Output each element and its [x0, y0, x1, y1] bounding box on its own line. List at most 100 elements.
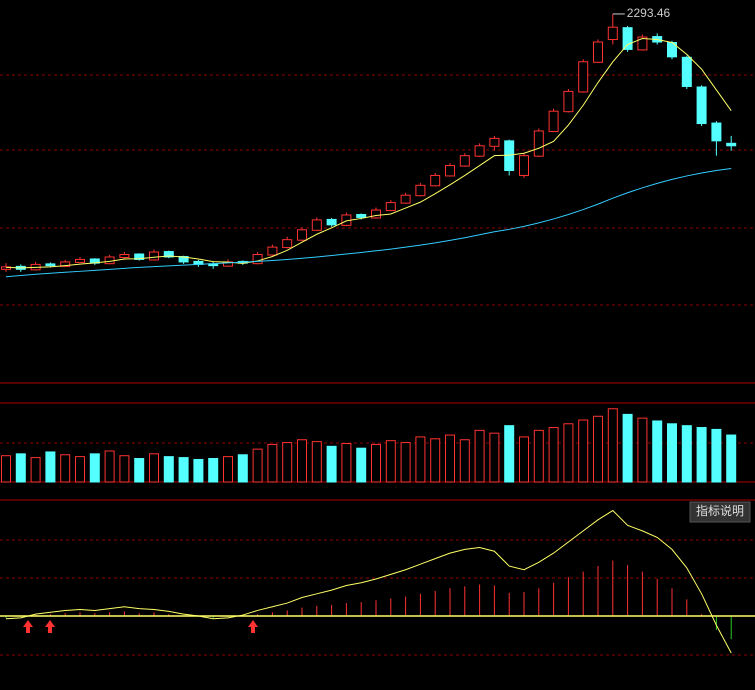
candle-body: [297, 229, 307, 241]
volume-bar: [371, 443, 381, 483]
candle-body: [637, 36, 648, 51]
grid: [0, 74, 755, 656]
volume-bar: [341, 443, 352, 483]
volume-bar: [252, 448, 263, 483]
volume-bar: [60, 454, 71, 483]
arrow: [45, 620, 55, 633]
volume-bar: [163, 456, 174, 483]
candle-body: [119, 254, 130, 258]
volume-bar: [726, 434, 737, 483]
candle-body: [282, 239, 293, 249]
arrow: [23, 620, 33, 633]
candle-body: [252, 254, 263, 265]
candle-body: [45, 263, 56, 267]
candle-body: [548, 110, 559, 132]
candle-body: [726, 142, 737, 147]
volume-bar: [119, 455, 130, 483]
candle-body: [1, 266, 11, 270]
candle-body: [459, 155, 470, 167]
ma-line: [5, 38, 732, 269]
volume-bar: [504, 425, 515, 483]
volume-bar: [652, 420, 663, 483]
candle-body: [60, 261, 71, 267]
candle-body: [593, 41, 603, 63]
volume-bar: [89, 453, 100, 483]
volume-bar: [533, 429, 544, 483]
candle-body: [578, 61, 589, 93]
candle-body: [134, 253, 145, 260]
candle-body: [711, 122, 722, 142]
volume-bar: [578, 419, 589, 483]
volume-bar: [385, 440, 396, 483]
volume-bar: [637, 417, 648, 483]
volume-bar: [519, 436, 529, 483]
volume-bar: [178, 457, 189, 483]
arrow: [248, 620, 258, 633]
volume-bar: [593, 415, 603, 483]
volume-bar: [15, 453, 26, 483]
candle-body: [371, 209, 381, 219]
volume-bar: [474, 429, 485, 483]
candle-body: [489, 137, 500, 147]
volume-bar: [563, 423, 574, 483]
candle-body: [267, 246, 278, 256]
volume-bar: [400, 442, 411, 483]
volume-bar: [223, 456, 233, 483]
candle-body: [149, 251, 159, 261]
candle-body: [607, 26, 618, 41]
indicator-button[interactable]: [689, 501, 751, 523]
candle-body: [445, 165, 455, 177]
volume-bar: [45, 451, 56, 483]
volume-bar: [208, 458, 219, 483]
candle-body: [326, 218, 337, 226]
volume-bar: [297, 439, 307, 483]
volume-bar: [326, 445, 337, 483]
volume-bar: [75, 456, 85, 483]
candle-body: [474, 145, 485, 157]
macd-dif-line: [5, 509, 732, 654]
volume-bar: [193, 458, 204, 483]
ma-line: [5, 168, 732, 278]
candle-body: [163, 251, 174, 258]
volume-bar: [430, 438, 441, 483]
volume-bar: [607, 408, 618, 483]
volume-bar: [667, 423, 677, 483]
volume-bar: [30, 457, 41, 483]
volume-bar: [681, 425, 692, 483]
volume-bar: [311, 441, 322, 483]
candle-body: [415, 184, 426, 197]
indicator-button-label[interactable]: 指标说明: [696, 503, 744, 518]
candle-body: [400, 194, 411, 204]
volume-bar: [445, 434, 455, 483]
volume-bar: [548, 427, 559, 483]
volume-bar: [711, 428, 722, 483]
volume-bar: [104, 450, 115, 483]
candle-body: [681, 56, 692, 87]
candle-body: [356, 213, 367, 218]
candle-body: [385, 202, 396, 212]
volume-bar: [237, 454, 248, 483]
volume-bar: [622, 413, 633, 483]
volume-bar: [149, 453, 159, 483]
volume-bar: [356, 447, 367, 483]
volume-bar: [459, 439, 470, 483]
volume-bar: [415, 436, 426, 483]
candle-body: [430, 174, 441, 187]
volume-bar: [1, 455, 11, 483]
candle-body: [533, 130, 544, 157]
candle-body: [75, 258, 85, 263]
high-label: 2293.46: [627, 6, 671, 20]
volume-bar: [489, 432, 500, 483]
volume-bar: [134, 458, 145, 483]
marks: 2293.46: [0, 6, 755, 654]
candle-body: [563, 90, 574, 113]
signal-arrows: [23, 620, 258, 633]
volume-bar: [267, 443, 278, 483]
candle-body: [519, 155, 529, 176]
volume-bar: [282, 442, 293, 483]
volume-bar: [696, 427, 707, 483]
candle-body: [622, 27, 633, 50]
candle-body: [311, 219, 322, 231]
candle-body: [696, 86, 707, 125]
